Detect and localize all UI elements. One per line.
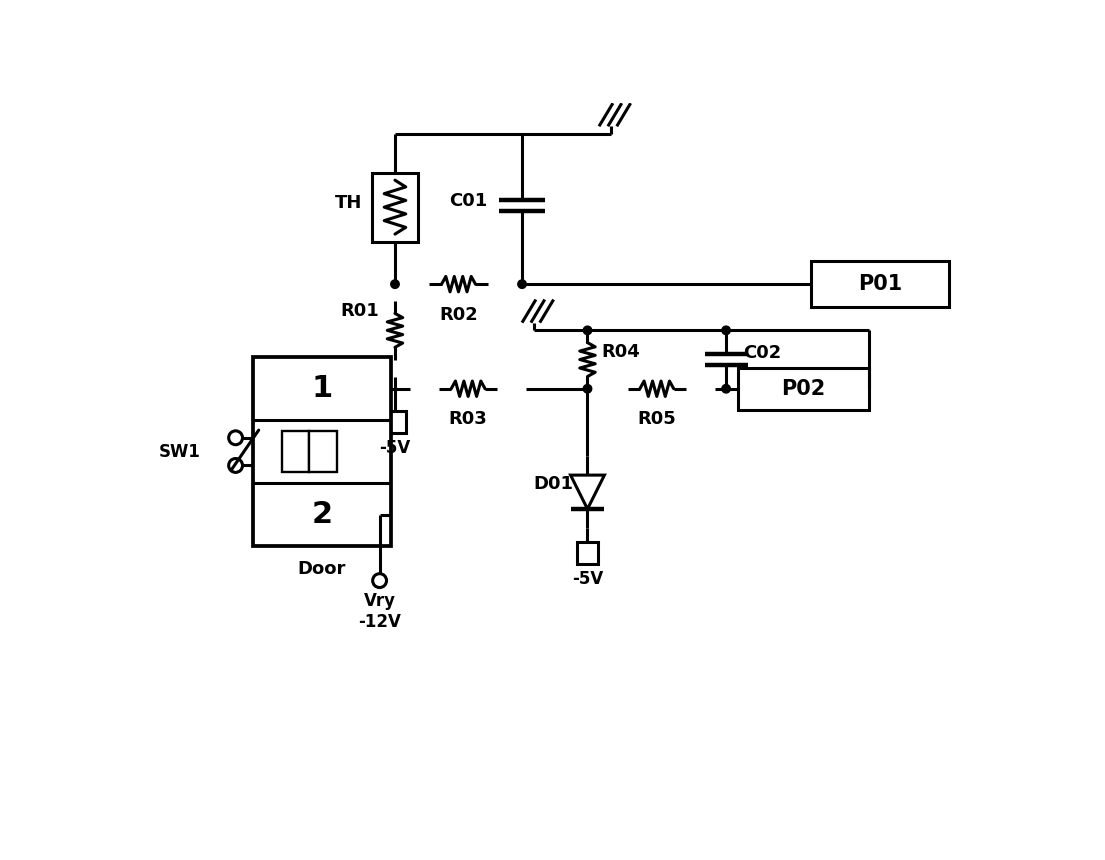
Bar bbox=[282, 431, 309, 472]
Text: 1: 1 bbox=[312, 374, 333, 403]
Text: C02: C02 bbox=[743, 344, 781, 362]
Bar bbox=[372, 173, 418, 242]
Bar bbox=[811, 261, 949, 307]
Text: R01: R01 bbox=[340, 302, 380, 320]
Text: R03: R03 bbox=[449, 410, 487, 428]
Circle shape bbox=[372, 574, 387, 587]
Text: TH: TH bbox=[335, 194, 362, 212]
Text: C01: C01 bbox=[449, 193, 487, 211]
Bar bbox=[253, 357, 391, 546]
Bar bbox=[577, 542, 598, 563]
Circle shape bbox=[722, 384, 730, 393]
Text: P01: P01 bbox=[857, 274, 902, 294]
Circle shape bbox=[229, 458, 242, 472]
Circle shape bbox=[583, 326, 591, 335]
Text: Door: Door bbox=[297, 560, 346, 578]
Text: 2: 2 bbox=[312, 500, 333, 529]
Circle shape bbox=[722, 326, 730, 335]
Text: R02: R02 bbox=[439, 305, 477, 323]
Text: Vry: Vry bbox=[364, 593, 396, 610]
Text: D01: D01 bbox=[534, 476, 573, 494]
Circle shape bbox=[229, 431, 242, 445]
Circle shape bbox=[391, 280, 399, 288]
Text: -5V: -5V bbox=[572, 570, 603, 588]
Text: P02: P02 bbox=[781, 378, 825, 399]
Bar bbox=[385, 411, 406, 433]
Bar bbox=[738, 367, 869, 410]
Text: -5V: -5V bbox=[379, 439, 411, 457]
Bar bbox=[309, 431, 337, 472]
Text: R05: R05 bbox=[638, 410, 676, 428]
Text: -12V: -12V bbox=[358, 613, 401, 631]
Text: SW1: SW1 bbox=[159, 443, 201, 461]
Text: R04: R04 bbox=[601, 343, 640, 361]
Circle shape bbox=[518, 280, 526, 288]
Circle shape bbox=[583, 384, 591, 393]
